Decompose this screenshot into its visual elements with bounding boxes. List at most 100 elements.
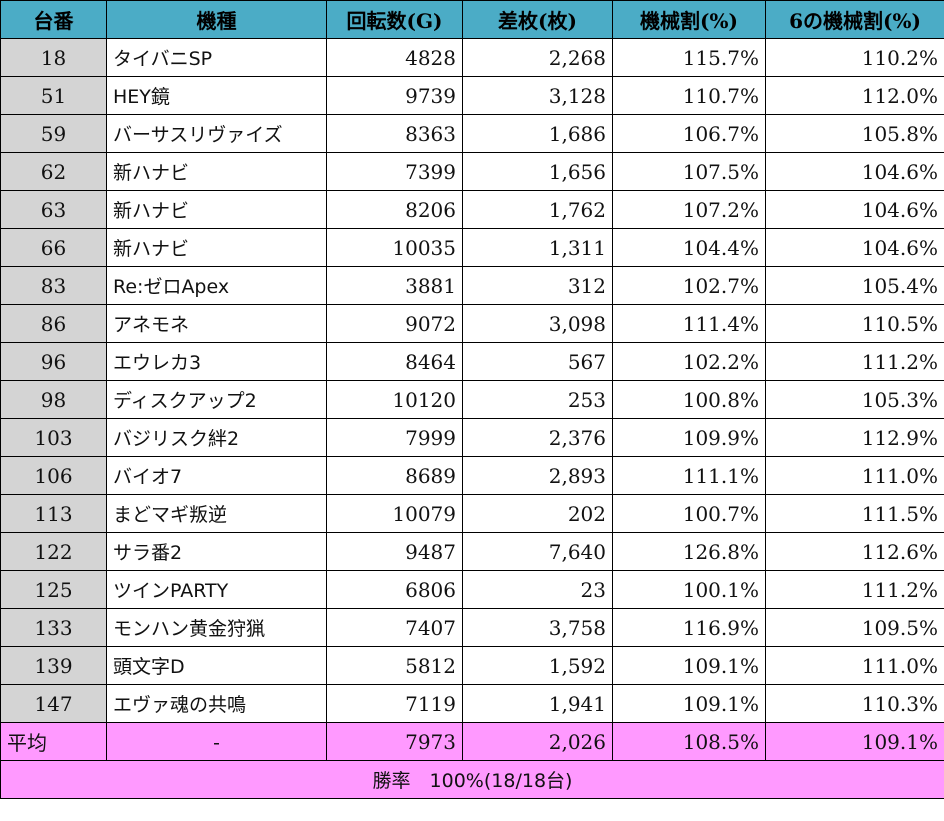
difference-cell: 1,656 [462,152,613,191]
machine-model-cell: エウレカ3 [106,342,327,381]
table-row: 98 ディスクアップ2 10120 253 100.8% 105.3% [0,380,944,419]
setting6-rate-cell: 112.9% [765,418,944,457]
setting6-rate-cell: 112.6% [765,532,944,571]
machine-number-cell: 18 [0,38,107,77]
setting6-rate-cell: 111.0% [765,646,944,685]
payout-rate-cell: 115.7% [612,38,766,77]
table-row: 133 モンハン黄金狩猟 7407 3,758 116.9% 109.5% [0,608,944,647]
average-difference: 2,026 [462,722,613,761]
difference-cell: 1,686 [462,114,613,153]
payout-rate-cell: 100.7% [612,494,766,533]
setting6-rate-cell: 110.2% [765,38,944,77]
machine-model-cell: まどマギ叛逆 [106,494,327,533]
machine-number-cell: 133 [0,608,107,647]
header-spins: 回転数(G) [326,0,463,39]
machine-number-cell: 139 [0,646,107,685]
table-row: 96 エウレカ3 8464 567 102.2% 111.2% [0,342,944,381]
header-difference: 差枚(枚) [462,0,613,39]
payout-rate-cell: 109.9% [612,418,766,457]
spins-cell: 7407 [326,608,463,647]
spins-cell: 7119 [326,684,463,723]
setting6-rate-cell: 105.3% [765,380,944,419]
payout-rate-cell: 107.2% [612,190,766,229]
machine-number-cell: 106 [0,456,107,495]
machine-number-cell: 113 [0,494,107,533]
machine-model-cell: バーサスリヴァイズ [106,114,327,153]
machine-model-cell: エヴァ魂の共鳴 [106,684,327,723]
table-row: 59 バーサスリヴァイズ 8363 1,686 106.7% 105.8% [0,114,944,153]
machine-number-cell: 66 [0,228,107,267]
header-machine-number: 台番 [0,0,107,39]
machine-model-cell: サラ番2 [106,532,327,571]
payout-rate-cell: 102.7% [612,266,766,305]
difference-cell: 3,128 [462,76,613,115]
table-row: 103 バジリスク絆2 7999 2,376 109.9% 112.9% [0,418,944,457]
difference-cell: 312 [462,266,613,305]
setting6-rate-cell: 111.2% [765,570,944,609]
spins-cell: 10035 [326,228,463,267]
difference-cell: 2,268 [462,38,613,77]
machine-model-cell: 新ハナビ [106,228,327,267]
spins-cell: 9487 [326,532,463,571]
table-row: 139 頭文字D 5812 1,592 109.1% 111.0% [0,646,944,685]
difference-cell: 567 [462,342,613,381]
table-row: 62 新ハナビ 7399 1,656 107.5% 104.6% [0,152,944,191]
spins-cell: 4828 [326,38,463,77]
table-row: 86 アネモネ 9072 3,098 111.4% 110.5% [0,304,944,343]
average-label: 平均 [0,722,107,761]
machine-model-cell: ツインPARTY [106,570,327,609]
difference-cell: 3,098 [462,304,613,343]
machine-model-cell: ディスクアップ2 [106,380,327,419]
setting6-rate-cell: 112.0% [765,76,944,115]
difference-cell: 1,762 [462,190,613,229]
table-row: 18 タイバニSP 4828 2,268 115.7% 110.2% [0,38,944,77]
setting6-rate-cell: 110.5% [765,304,944,343]
difference-cell: 202 [462,494,613,533]
machine-number-cell: 86 [0,304,107,343]
spins-cell: 6806 [326,570,463,609]
machine-model-cell: モンハン黄金狩猟 [106,608,327,647]
spins-cell: 10120 [326,380,463,419]
payout-rate-cell: 100.8% [612,380,766,419]
difference-cell: 1,941 [462,684,613,723]
table-row: 147 エヴァ魂の共鳴 7119 1,941 109.1% 110.3% [0,684,944,723]
machine-model-cell: 新ハナビ [106,152,327,191]
spins-cell: 8206 [326,190,463,229]
setting6-rate-cell: 104.6% [765,190,944,229]
spins-cell: 10079 [326,494,463,533]
machine-number-cell: 51 [0,76,107,115]
difference-cell: 23 [462,570,613,609]
header-setting6-rate: 6の機械割(%) [765,0,944,39]
machine-number-cell: 147 [0,684,107,723]
setting6-rate-cell: 104.6% [765,152,944,191]
spins-cell: 8363 [326,114,463,153]
setting6-rate-cell: 104.6% [765,228,944,267]
payout-rate-cell: 116.9% [612,608,766,647]
average-payout-rate: 108.5% [612,722,766,761]
spins-cell: 7399 [326,152,463,191]
table-row: 113 まどマギ叛逆 10079 202 100.7% 111.5% [0,494,944,533]
table-row: 51 HEY鏡 9739 3,128 110.7% 112.0% [0,76,944,115]
spins-cell: 5812 [326,646,463,685]
spins-cell: 8464 [326,342,463,381]
spins-cell: 9072 [326,304,463,343]
machine-number-cell: 63 [0,190,107,229]
difference-cell: 2,893 [462,456,613,495]
table-row: 106 バイオ7 8689 2,893 111.1% 111.0% [0,456,944,495]
average-row: 平均 - 7973 2,026 108.5% 109.1% [0,722,944,761]
payout-rate-cell: 109.1% [612,646,766,685]
payout-rate-cell: 110.7% [612,76,766,115]
header-payout-rate: 機械割(%) [612,0,766,39]
spins-cell: 3881 [326,266,463,305]
payout-rate-cell: 100.1% [612,570,766,609]
machine-number-cell: 83 [0,266,107,305]
spins-cell: 7999 [326,418,463,457]
setting6-rate-cell: 109.5% [765,608,944,647]
machine-number-cell: 125 [0,570,107,609]
table-row: 125 ツインPARTY 6806 23 100.1% 111.2% [0,570,944,609]
machine-number-cell: 122 [0,532,107,571]
spins-cell: 8689 [326,456,463,495]
payout-rate-cell: 126.8% [612,532,766,571]
average-model: - [106,722,327,761]
setting6-rate-cell: 111.5% [765,494,944,533]
